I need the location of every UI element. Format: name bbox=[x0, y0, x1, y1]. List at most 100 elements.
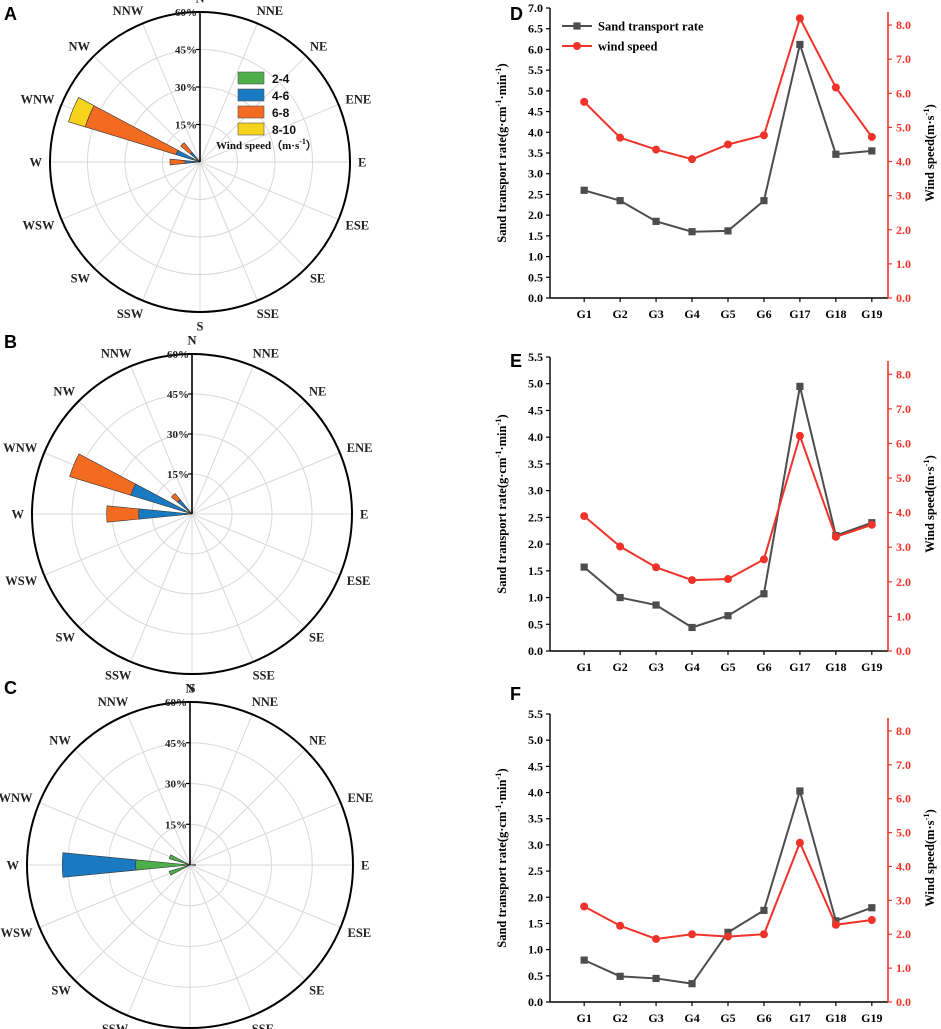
direction-label-ne: NE bbox=[309, 733, 326, 747]
rose-sector-w-4-6 bbox=[184, 160, 196, 164]
rose-sector-wsw-2-4 bbox=[168, 864, 191, 876]
grid-spoke bbox=[199, 104, 339, 163]
left-axis-title-sup: -1 bbox=[493, 772, 503, 779]
sand-transport-point bbox=[652, 974, 660, 983]
direction-label-nw: NW bbox=[69, 40, 91, 54]
left-axis-title-main: Sand transport rate(g·cm bbox=[495, 811, 509, 948]
direction-label-wsw: WSW bbox=[5, 574, 37, 588]
sand-transport-point bbox=[832, 150, 840, 158]
left-tick-label: 0.0 bbox=[528, 291, 543, 305]
legend-label-1: wind speed bbox=[598, 40, 657, 54]
grid-spoke bbox=[199, 161, 258, 301]
wind-speed-point bbox=[580, 97, 589, 106]
sand-transport-point bbox=[724, 227, 732, 235]
left-axis-title-main: Sand transport rate(g·cm bbox=[495, 457, 509, 594]
legend-title-end: ） bbox=[306, 139, 317, 152]
wind-speed-point bbox=[652, 563, 661, 572]
right-tick-label: 4.0 bbox=[896, 155, 911, 169]
wind-speed-point bbox=[688, 930, 697, 939]
direction-label-nnw: NNW bbox=[113, 4, 144, 18]
right-tick-label: 4.0 bbox=[896, 506, 911, 520]
left-tick-label: 3.0 bbox=[528, 838, 543, 852]
x-tick-label-g2: G2 bbox=[612, 1011, 627, 1025]
grid-spoke bbox=[39, 802, 191, 866]
right-tick-label: 8.0 bbox=[896, 724, 911, 738]
legend-swatch-6-8 bbox=[237, 105, 265, 119]
right-axis-title-sup: -1 bbox=[921, 108, 931, 115]
rose-sector-nw-6-8 bbox=[180, 142, 193, 155]
panel-label-A: A bbox=[4, 4, 17, 24]
wind-rose-A: A 15% 30% 45% 60%N NNE NE ENE E ESE SE SSE S SSW SW WSW… bbox=[4, 0, 371, 334]
right-tick-label: 5.0 bbox=[896, 471, 911, 485]
legend-swatch-4-6 bbox=[237, 88, 265, 102]
grid-spoke bbox=[74, 864, 191, 981]
x-tick-label-g2: G2 bbox=[612, 660, 627, 674]
left-tick-label: 4.5 bbox=[528, 105, 543, 119]
grid-spoke bbox=[189, 714, 253, 866]
legend-swatch-8-10 bbox=[237, 122, 265, 136]
sand-transport-point bbox=[688, 228, 696, 236]
rose-sector-wnw-8-10 bbox=[68, 97, 95, 128]
line-chart-D: D 0.0 0.5 1.0 1.5 2.0 2.5 3.0 3.5 4.0 4.5 5.0 5.5 6.0… bbox=[493, 1, 937, 321]
right-axis-title-main: Wind speed(m·s bbox=[923, 466, 937, 552]
x-tick-label-g18: G18 bbox=[825, 307, 846, 321]
sand-transport-point bbox=[724, 612, 732, 620]
legend-label-0: Sand transport rate bbox=[598, 20, 704, 34]
wind-speed-point bbox=[616, 133, 625, 142]
left-tick-label: 4.5 bbox=[528, 759, 543, 773]
wind-speed-point bbox=[831, 920, 840, 929]
x-tick-label-g3: G3 bbox=[648, 307, 663, 321]
radial-tick-label: 15% bbox=[167, 469, 189, 481]
right-tick-label: 0.0 bbox=[896, 291, 911, 305]
wind-speed-point bbox=[723, 575, 732, 584]
radial-tick-label: 30% bbox=[175, 82, 197, 94]
rose-sector-w-6-8 bbox=[169, 158, 186, 166]
right-tick-label: 2.0 bbox=[896, 223, 911, 237]
direction-label-s: S bbox=[189, 682, 196, 696]
sand-transport-point bbox=[580, 563, 588, 571]
wind-speed-point bbox=[652, 934, 661, 943]
legend-label-8-10: 8-10 bbox=[272, 123, 296, 137]
direction-label-sse: SSE bbox=[253, 668, 275, 682]
x-tick-label-g18: G18 bbox=[825, 1011, 846, 1025]
sand-transport-point bbox=[796, 787, 804, 795]
left-tick-label: 7.0 bbox=[528, 1, 543, 15]
left-tick-label: 1.0 bbox=[528, 591, 543, 605]
direction-label-n: N bbox=[195, 0, 204, 6]
radial-tick-label: 45% bbox=[165, 738, 187, 750]
sand-transport-point bbox=[724, 928, 732, 936]
rose-sector-e-2-4 bbox=[189, 864, 196, 866]
grid-spoke bbox=[191, 513, 254, 663]
grid-spoke bbox=[199, 23, 258, 163]
wind-speed-point bbox=[831, 83, 840, 92]
left-tick-label: 0.0 bbox=[528, 644, 543, 658]
radial-tick-label: 15% bbox=[175, 120, 197, 132]
x-tick-label-g2: G2 bbox=[612, 307, 627, 321]
radial-tick-label: 45% bbox=[175, 45, 197, 57]
left-axis-title-mid: ·min bbox=[495, 779, 509, 804]
legend-label-2-4: 2-4 bbox=[272, 72, 290, 86]
right-tick-label: 5.0 bbox=[896, 120, 911, 134]
wind-speed-point bbox=[759, 131, 768, 140]
x-tick-label-g4: G4 bbox=[684, 1011, 699, 1025]
rose-sector-wnw-6-8 bbox=[69, 453, 136, 496]
direction-label-sse: SSE bbox=[257, 307, 279, 321]
sand-transport-line bbox=[583, 787, 873, 985]
right-axis-title: Wind speed(m·s-1) bbox=[921, 809, 937, 907]
left-tick-label: 3.5 bbox=[528, 146, 543, 160]
rose-sector-nw-6-8 bbox=[171, 493, 181, 503]
direction-label-nne: NNE bbox=[253, 347, 279, 361]
direction-label-e: E bbox=[358, 156, 366, 170]
x-tick-label-g4: G4 bbox=[684, 660, 699, 674]
direction-label-nw: NW bbox=[49, 733, 71, 747]
grid-spoke bbox=[43, 513, 193, 576]
panel-label-B: B bbox=[4, 332, 17, 352]
grid-spoke bbox=[191, 400, 306, 515]
direction-label-ese: ESE bbox=[347, 574, 371, 588]
wind-speed-point bbox=[616, 921, 625, 930]
left-tick-label: 2.5 bbox=[528, 510, 543, 524]
direction-label-ssw: SSW bbox=[105, 668, 132, 682]
left-tick-label: 0.0 bbox=[528, 995, 543, 1009]
direction-label-nw: NW bbox=[53, 384, 75, 398]
sand-transport-point bbox=[688, 980, 696, 988]
